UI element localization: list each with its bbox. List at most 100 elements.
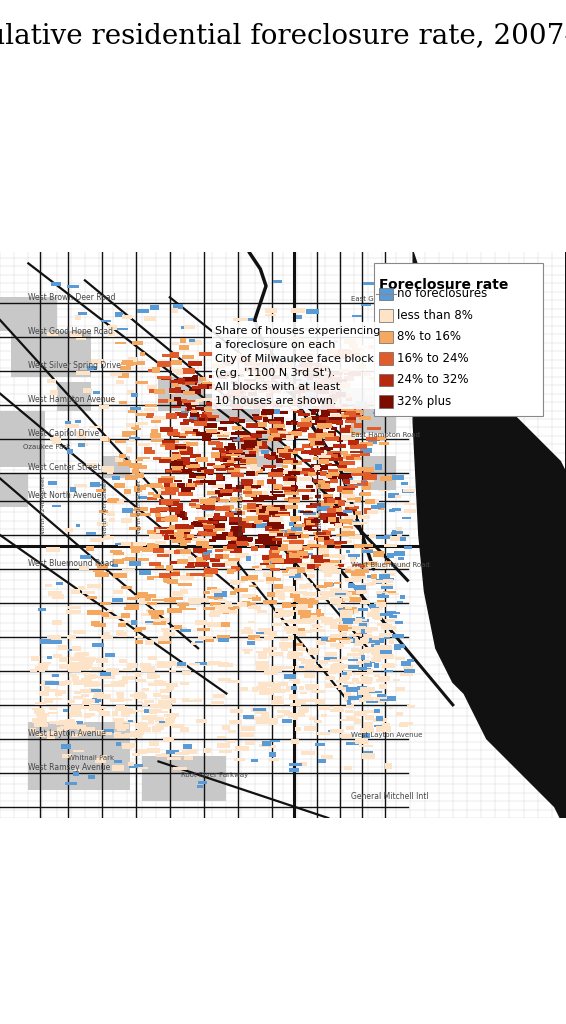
Bar: [328, 351, 336, 354]
Bar: [369, 400, 376, 403]
Bar: [316, 626, 323, 629]
Bar: [275, 593, 285, 597]
Bar: [377, 504, 385, 509]
Bar: [246, 516, 259, 520]
Bar: [271, 685, 281, 690]
Bar: [325, 420, 337, 424]
Bar: [323, 456, 333, 458]
Bar: [345, 664, 360, 667]
Bar: [346, 504, 354, 507]
Bar: [74, 691, 80, 694]
Bar: [319, 380, 330, 385]
Bar: [268, 472, 283, 477]
Bar: [116, 380, 125, 384]
Bar: [65, 424, 79, 428]
Bar: [177, 483, 186, 487]
Bar: [379, 352, 393, 365]
Bar: [201, 470, 213, 473]
Bar: [266, 577, 276, 581]
Bar: [88, 775, 95, 779]
Bar: [177, 663, 186, 667]
Bar: [169, 507, 183, 512]
Bar: [350, 570, 365, 575]
Bar: [250, 510, 256, 512]
Bar: [151, 420, 161, 423]
Bar: [35, 723, 48, 727]
Bar: [100, 672, 112, 676]
Bar: [315, 364, 321, 368]
Bar: [285, 611, 294, 615]
Bar: [323, 503, 329, 506]
Bar: [321, 562, 333, 564]
Bar: [156, 754, 169, 758]
Bar: [257, 517, 269, 522]
Bar: [178, 526, 185, 531]
Bar: [115, 328, 128, 330]
Bar: [230, 402, 241, 408]
Bar: [213, 528, 225, 531]
Bar: [337, 514, 349, 516]
Bar: [381, 585, 393, 589]
Bar: [365, 663, 372, 667]
Bar: [321, 535, 332, 538]
Bar: [244, 441, 257, 445]
Bar: [392, 475, 404, 480]
Bar: [213, 523, 225, 528]
Bar: [356, 338, 362, 344]
Bar: [288, 385, 297, 387]
Bar: [288, 433, 298, 437]
Bar: [274, 409, 280, 414]
Bar: [325, 513, 336, 519]
Bar: [345, 425, 351, 428]
Bar: [341, 531, 355, 536]
Bar: [209, 610, 223, 614]
Bar: [248, 503, 255, 506]
Bar: [275, 514, 289, 516]
Bar: [145, 403, 157, 407]
Bar: [261, 497, 265, 501]
Bar: [114, 559, 124, 563]
Bar: [271, 333, 277, 337]
Bar: [268, 386, 276, 388]
Bar: [369, 604, 379, 608]
Bar: [296, 642, 303, 646]
Bar: [354, 621, 365, 625]
Bar: [247, 641, 255, 645]
Bar: [127, 597, 137, 599]
Bar: [183, 744, 192, 750]
Bar: [127, 542, 136, 546]
Bar: [341, 608, 354, 613]
Bar: [122, 743, 132, 749]
Bar: [199, 531, 205, 535]
Bar: [299, 387, 310, 391]
Bar: [353, 574, 365, 577]
Bar: [192, 377, 199, 381]
Bar: [258, 628, 272, 632]
Bar: [336, 383, 350, 388]
Bar: [147, 575, 154, 581]
Bar: [321, 403, 335, 409]
Bar: [317, 506, 330, 511]
Bar: [298, 536, 303, 538]
Bar: [179, 399, 187, 402]
Bar: [130, 436, 140, 439]
Text: General Mitchell Intl: General Mitchell Intl: [351, 792, 428, 801]
Bar: [354, 365, 363, 370]
Bar: [297, 488, 311, 492]
Bar: [305, 666, 318, 670]
Bar: [251, 485, 261, 487]
Bar: [276, 690, 285, 693]
Bar: [203, 552, 209, 555]
Bar: [244, 368, 257, 371]
Bar: [271, 546, 278, 551]
Bar: [182, 607, 196, 610]
Bar: [400, 564, 406, 567]
Bar: [308, 514, 318, 517]
Bar: [346, 413, 360, 416]
Bar: [165, 683, 175, 686]
Bar: [264, 670, 272, 675]
Bar: [148, 683, 154, 686]
Bar: [178, 494, 185, 496]
Bar: [271, 740, 280, 742]
Bar: [252, 505, 263, 510]
